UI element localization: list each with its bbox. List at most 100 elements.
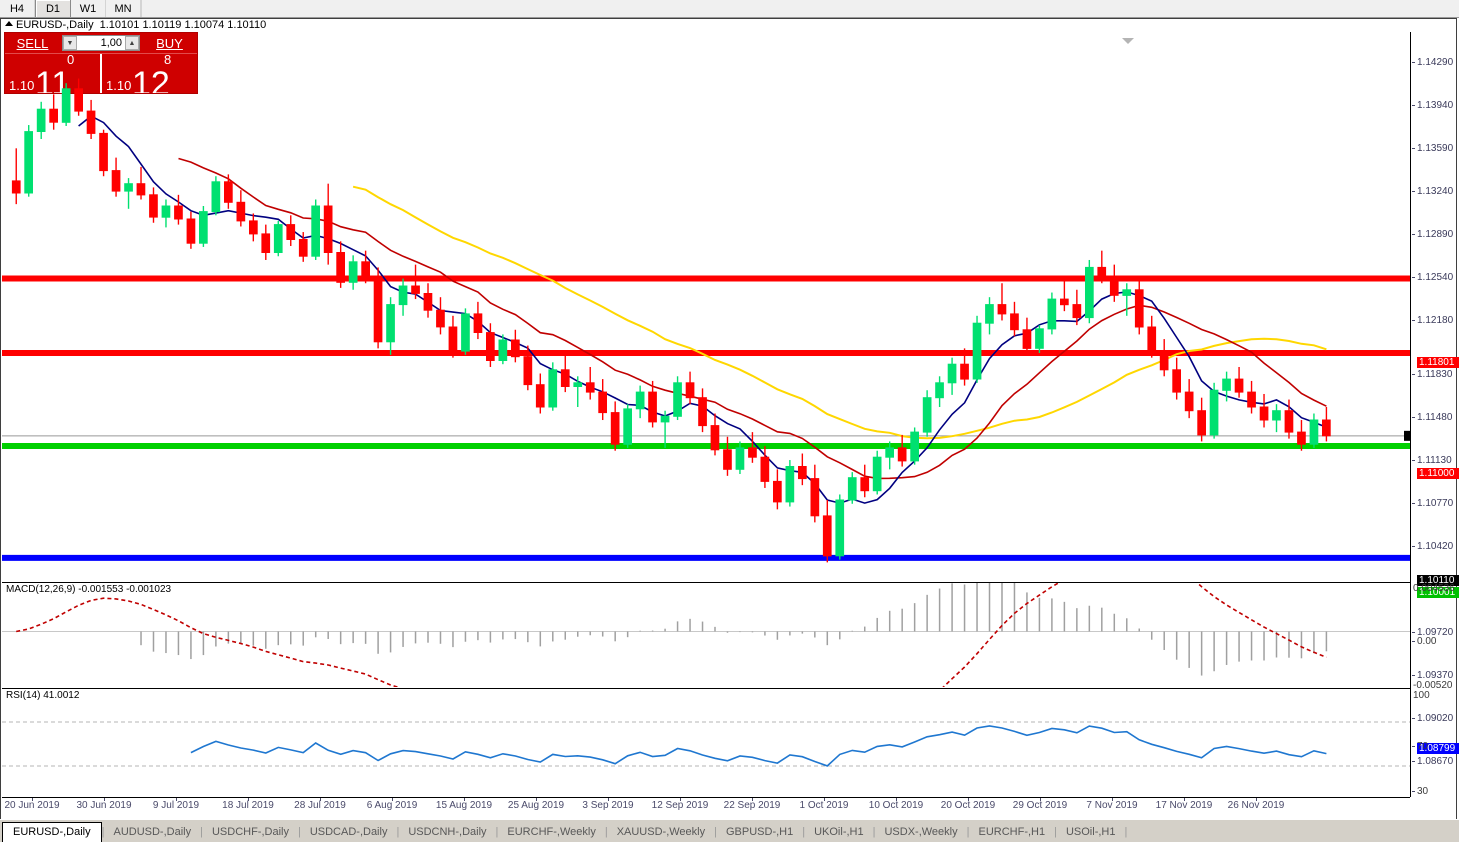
price-tick-label: 1.09370: [1417, 670, 1454, 681]
tab-separator: |: [1124, 826, 1128, 838]
macd-scale-tick: 0.004536: [1411, 583, 1457, 594]
symbol-tab-eurchfweekly[interactable]: EURCHF-,Weekly: [507, 826, 596, 838]
volume-input[interactable]: 1,00: [100, 37, 122, 49]
price-pane[interactable]: [2, 32, 1410, 581]
price-tick-1.12540: 1.12540: [1411, 272, 1457, 283]
candle-body: [748, 447, 757, 458]
price-scale[interactable]: 1.14290 1.13940 1.13590 1.13240 1.12890 1.125…: [1410, 32, 1459, 830]
timeframe-mn[interactable]: MN: [106, 0, 141, 17]
tab-separator: |: [802, 826, 806, 838]
symbol-tab-usdchfdaily[interactable]: USDCHF-,Daily: [211, 826, 289, 838]
candle-body: [36, 108, 46, 132]
tab-separator: |: [396, 826, 400, 838]
candle-body: [236, 201, 246, 222]
date-tick: [896, 798, 897, 801]
symbol-tab-eurchfh1[interactable]: EURCHF-,H1: [978, 826, 1046, 838]
symbol-tab-eurusddaily[interactable]: EURUSD-,Daily: [2, 822, 102, 842]
price-tick-label: 1.13590: [1417, 143, 1454, 154]
candle-body: [298, 239, 308, 257]
candle-body: [1297, 431, 1306, 445]
date-tick: [824, 798, 825, 801]
price-tick-1.10420: 1.10420: [1411, 541, 1457, 552]
plot-area[interactable]: MACD(12,26,9) -0.001553 -0.001023 RSI(14…: [2, 32, 1410, 797]
collapse-triangle-icon[interactable]: [5, 21, 13, 26]
candle-body: [810, 478, 820, 517]
candle-body: [186, 218, 196, 244]
tick-dash-icon: [1412, 632, 1415, 633]
chart-window[interactable]: EURUSD-,Daily 1.10101 1.10119 1.10074 1.1…: [0, 18, 1459, 840]
timeframe-w1[interactable]: W1: [71, 0, 106, 17]
price-chart-svg[interactable]: [2, 32, 1410, 581]
symbol-tab-usdxweekly[interactable]: USDX-,Weekly: [884, 826, 958, 838]
rsi-pane[interactable]: RSI(14) 41.0012: [2, 688, 1410, 797]
date-label: 6 Aug 2019: [366, 800, 418, 811]
date-tick: [680, 798, 681, 801]
symbol-tab-ukoilh1[interactable]: UKOil-,H1: [814, 826, 864, 838]
scroll-marker-icon[interactable]: [1122, 38, 1134, 44]
rsi-scale-label: 100: [1413, 690, 1430, 701]
candle-body: [61, 88, 71, 123]
date-tick: [104, 798, 105, 801]
volume-field-wrapper[interactable]: ▼ 1,00 ▲: [62, 35, 140, 51]
symbol-tab-usdcaddaily[interactable]: USDCAD-,Daily: [309, 826, 388, 838]
date-tick: [1256, 798, 1257, 801]
candle-body: [1234, 378, 1244, 393]
rsi-chart-svg[interactable]: [2, 689, 1410, 797]
candle-body: [935, 382, 944, 399]
price-tick-label: 1.12180: [1417, 315, 1454, 326]
tab-separator: |: [101, 826, 105, 838]
candle-body: [373, 276, 383, 343]
tick-dash-icon: [1412, 234, 1415, 235]
candle-body: [535, 384, 545, 408]
volume-increase-icon[interactable]: ▲: [125, 36, 139, 50]
date-tick: [752, 798, 753, 801]
price-tick-label: 1.10001: [1417, 587, 1459, 598]
date-label: 10 Oct 2019: [868, 800, 924, 811]
candle-body: [1247, 391, 1256, 408]
one-click-trading-prices: 1.10 11 0 1.10 12 8: [5, 54, 197, 93]
date-label: 20 Jun 2019: [4, 800, 60, 811]
date-label: 30 Jun 2019: [76, 800, 132, 811]
timeframe-toolbar: H4 D1 W1 MN: [0, 0, 1459, 18]
date-tick: [464, 798, 465, 801]
rsi-line: [190, 725, 1327, 767]
candle-body: [1072, 304, 1082, 319]
candle-body: [199, 211, 208, 244]
symbol-tab-xauusdweekly[interactable]: XAUUSD-,Weekly: [616, 826, 706, 838]
price-tick-label: 1.11830: [1417, 369, 1453, 380]
candle-body: [922, 397, 932, 433]
candle-body: [835, 499, 845, 557]
toolbar-empty-area: [141, 0, 1459, 17]
candle-body: [323, 205, 333, 253]
candle-body: [1222, 378, 1231, 391]
candle-body: [224, 181, 233, 203]
symbol-tab-usoilh1[interactable]: USOil-,H1: [1065, 826, 1116, 838]
candle-body: [1122, 289, 1132, 296]
ma-slow-line: [352, 185, 1327, 440]
sell-button[interactable]: SELL: [16, 35, 49, 51]
symbol-tab-audusddaily[interactable]: AUDUSD-,Daily: [113, 826, 192, 838]
price-tag-marker: [1404, 430, 1410, 441]
macd-scale-label: 0.004536: [1413, 583, 1455, 594]
tick-dash-icon: [1412, 460, 1415, 461]
candle-body: [872, 456, 882, 492]
candle-body: [648, 391, 657, 423]
timeframe-d1[interactable]: D1: [35, 0, 71, 17]
date-label: 9 Jul 2019: [152, 800, 200, 811]
symbol-tab-usdcnhdaily[interactable]: USDCNH-,Daily: [408, 826, 487, 838]
timeframe-h4[interactable]: H4: [0, 0, 35, 17]
price-tick-1.14290: 1.14290: [1411, 57, 1457, 68]
candle-body: [560, 369, 570, 387]
buy-price[interactable]: 1.10 12 8: [100, 54, 197, 93]
one-click-trading-panel[interactable]: SELL ▼ 1,00 ▲ BUY 1.10 11 0 1.10 12 8: [4, 32, 198, 94]
volume-decrease-icon[interactable]: ▼: [63, 36, 77, 50]
candle-body: [785, 466, 795, 503]
macd-pane[interactable]: MACD(12,26,9) -0.001553 -0.001023: [2, 582, 1410, 688]
price-tick-label: 1.10110: [1417, 575, 1459, 586]
symbol-tab-gbpusdh1[interactable]: GBPUSD-,H1: [725, 826, 794, 838]
buy-button[interactable]: BUY: [156, 35, 183, 51]
tick-dash-icon: [1412, 503, 1415, 504]
macd-chart-svg[interactable]: [2, 583, 1410, 687]
candle-body: [398, 285, 408, 306]
price-tick-label: 1.09020: [1417, 713, 1454, 724]
